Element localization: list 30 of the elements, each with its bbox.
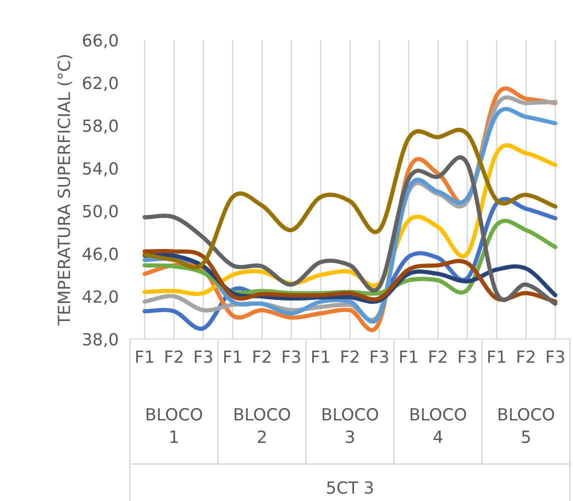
x-tick-label: F3 (458, 350, 476, 364)
y-axis-title: TEMPERATURA SUPERFICIAL (°C) (57, 55, 72, 326)
text: BLOCO 2 (234, 408, 290, 443)
y-tick-label: 62,0 (82, 76, 118, 91)
x-tick-label: F2 (166, 350, 182, 363)
y-tick-label: 42,0 (82, 290, 118, 305)
y-tick-label: 58,0 (83, 119, 118, 134)
x-tick-label: F1 (400, 350, 418, 363)
x-tick-label: F2 (254, 350, 270, 363)
x-tick-label: F1 (224, 350, 242, 363)
x-tick-label: F2 (430, 350, 446, 363)
x-tick-label: F1 (312, 350, 330, 363)
x-tick-label: F3 (194, 350, 212, 364)
x-tick-label: F2 (518, 350, 534, 363)
text: BLOCO 5 (498, 408, 554, 444)
text: BLOCO 4 (410, 408, 466, 443)
x-tick-label: F1 (136, 350, 154, 363)
y-tick-label: 38,0 (83, 332, 118, 348)
y-tick-label: 54,0 (83, 162, 118, 176)
text: BLOCO 3 (322, 408, 378, 444)
y-tick-label: 50,0 (83, 204, 118, 220)
x-tick-label: F3 (282, 350, 300, 364)
x-tick-label: F3 (546, 350, 564, 364)
y-tick-label: 46,0 (82, 248, 118, 262)
x-tick-label: F2 (342, 350, 358, 363)
x-tick-label: F1 (488, 350, 506, 363)
text: BLOCO 1 (146, 408, 202, 443)
text: 5CT 3 (327, 481, 373, 494)
y-tick-label: 66,0 (82, 34, 118, 48)
x-tick-label: F3 (370, 350, 388, 364)
